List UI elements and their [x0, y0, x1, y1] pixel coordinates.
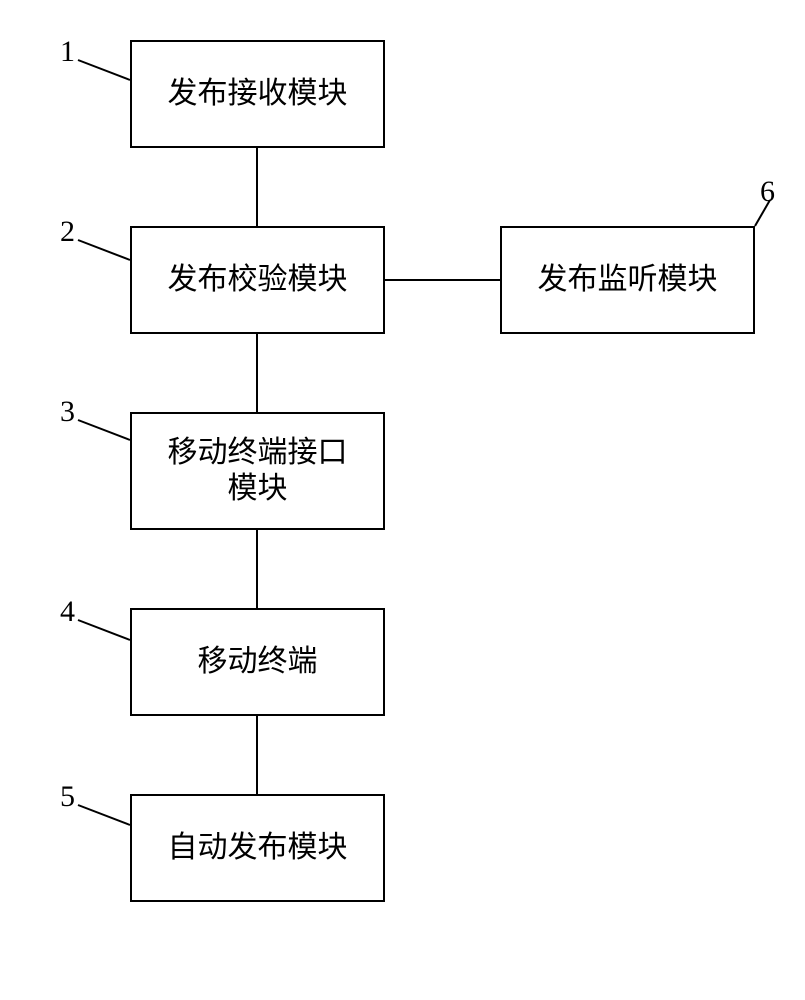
index-label-3: 3: [60, 395, 75, 429]
node-n5: 自动发布模块: [130, 794, 385, 902]
node-label: 自动发布模块: [168, 830, 348, 866]
index-label-6: 6: [760, 175, 775, 209]
node-n1: 发布接收模块: [130, 40, 385, 148]
node-label: 发布监听模块: [538, 262, 718, 298]
index-label-1: 1: [60, 35, 75, 69]
index-label-4: 4: [60, 595, 75, 629]
node-label: 移动终端接口 模块: [168, 435, 348, 507]
node-n6: 发布监听模块: [500, 226, 755, 334]
edges-layer: [0, 0, 805, 1000]
index-label-2: 2: [60, 215, 75, 249]
node-label: 发布接收模块: [168, 76, 348, 112]
node-label: 发布校验模块: [168, 262, 348, 298]
index-label-5: 5: [60, 780, 75, 814]
node-n2: 发布校验模块: [130, 226, 385, 334]
node-n4: 移动终端: [130, 608, 385, 716]
diagram-canvas: 发布接收模块发布校验模块移动终端接口 模块移动终端自动发布模块 发布监听模块 1 2 3…: [0, 0, 805, 1000]
node-label: 移动终端: [198, 644, 318, 680]
node-n3: 移动终端接口 模块: [130, 412, 385, 530]
